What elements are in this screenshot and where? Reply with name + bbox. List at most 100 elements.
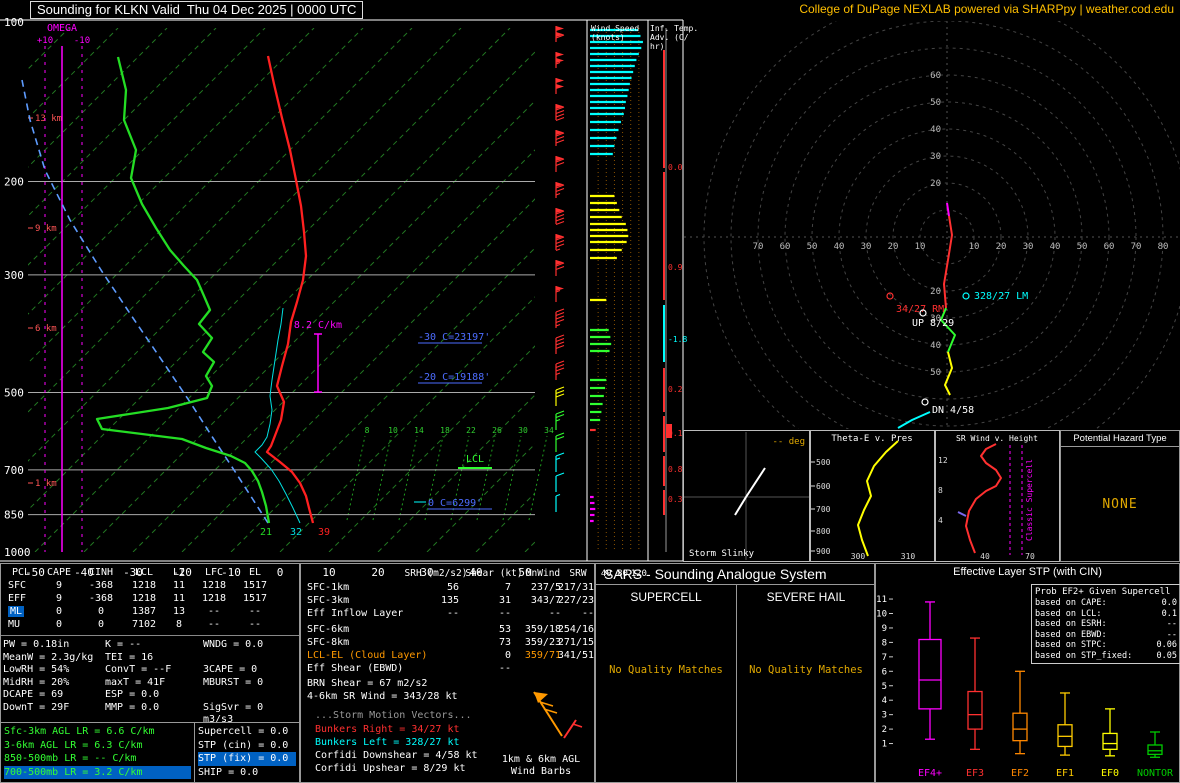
svg-text:40: 40 bbox=[601, 569, 612, 579]
kin-value: 7 bbox=[504, 582, 511, 593]
parcel-col-header: LI bbox=[172, 567, 186, 578]
legend-value: 0.06 bbox=[1156, 640, 1177, 650]
svg-text:0.1: 0.1 bbox=[668, 429, 683, 438]
svg-text:8: 8 bbox=[882, 638, 887, 648]
svg-text:30: 30 bbox=[861, 242, 872, 252]
svg-text:34: 34 bbox=[544, 426, 554, 435]
svg-text:40: 40 bbox=[469, 566, 482, 579]
kin-value: 359/23 bbox=[524, 637, 561, 648]
kinematics-panel: SRH (m2/s2) Shear (kt) MnWind SRW SFC-1km 56 7… bbox=[300, 563, 595, 783]
skewt-chart: 8 10 14 18 22 26 30 34100200300500700850100013 … bbox=[0, 16, 684, 579]
svg-text:-1.8: -1.8 bbox=[668, 335, 687, 344]
legend-label: based on EBWD: bbox=[1035, 629, 1107, 640]
sounding-title: Sounding for KLKN Valid Thu 04 Dec 2025 … bbox=[30, 1, 364, 19]
svg-text:8: 8 bbox=[938, 486, 943, 495]
svg-text:60: 60 bbox=[780, 242, 791, 252]
svg-text:10: 10 bbox=[876, 610, 887, 620]
sars-title: SARS - Sounding Analogue System bbox=[604, 566, 827, 582]
thermo-stat: ConvT = --F bbox=[105, 664, 172, 675]
kin-value: 135 bbox=[440, 595, 459, 606]
parcel-value: 1517 bbox=[242, 593, 268, 604]
svg-text:70: 70 bbox=[1025, 552, 1035, 561]
legend-title: Prob EF2+ Given Supercell bbox=[1035, 587, 1171, 597]
kin-value: -- bbox=[498, 608, 511, 619]
legend-row: based on CAPE: 0.0 bbox=[1035, 598, 1177, 609]
lapse-rate-row: 850-500mb LR = -- C/km bbox=[4, 753, 137, 764]
svg-text:20: 20 bbox=[930, 287, 941, 297]
thermo-stat: LowRH = 54% bbox=[3, 664, 70, 675]
svg-text:700: 700 bbox=[816, 505, 831, 514]
kin-value: 31 bbox=[498, 595, 511, 606]
svg-text:DN 4/58: DN 4/58 bbox=[932, 405, 974, 416]
svg-text:60: 60 bbox=[1104, 242, 1115, 252]
svg-text:10: 10 bbox=[388, 426, 398, 435]
svg-text:50: 50 bbox=[930, 98, 941, 108]
svg-text:10: 10 bbox=[915, 242, 926, 252]
kin-row-name: SFC-1km bbox=[307, 582, 350, 593]
svg-text:1: 1 bbox=[882, 740, 887, 750]
parcel-name: MU bbox=[8, 619, 21, 630]
kin-value: 73 bbox=[498, 637, 511, 648]
svg-text:1 km: 1 km bbox=[35, 479, 57, 489]
lapse-rate-row: Sfc-3km AGL LR = 6.6 C/km bbox=[4, 726, 155, 737]
thermo-stat: MidRH = 20% bbox=[3, 676, 70, 688]
svg-text:(knots): (knots) bbox=[591, 33, 625, 42]
svg-text:200: 200 bbox=[4, 176, 24, 189]
svg-text:Inf. Temp.: Inf. Temp. bbox=[650, 24, 698, 33]
svg-text:8.2 C/km: 8.2 C/km bbox=[294, 320, 342, 331]
svg-text:0.3: 0.3 bbox=[668, 495, 683, 504]
hazard-value: NONE bbox=[1102, 497, 1138, 512]
svg-text:Wind Speed: Wind Speed bbox=[591, 24, 639, 33]
index-row: STP (cin) = 0.0 bbox=[198, 739, 289, 751]
svg-text:26: 26 bbox=[492, 426, 502, 435]
storm-motion-vector: Corfidi Downshear = 4/58 kt bbox=[315, 750, 478, 761]
svg-text:500: 500 bbox=[4, 386, 24, 399]
storm-motion-vector: Corfidi Upshear = 8/29 kt bbox=[315, 763, 466, 774]
lapse-rate-row: 3-6km AGL LR = 6.3 C/km bbox=[4, 739, 143, 751]
svg-text:-10: -10 bbox=[221, 566, 241, 579]
stp-title: Effective Layer STP (with CIN) bbox=[953, 566, 1102, 578]
parcel-col-header: PCL bbox=[11, 567, 31, 578]
thermo-stat: MeanW = 2.3g/kg bbox=[3, 651, 94, 663]
parcel-value: 9 bbox=[55, 580, 63, 591]
storm-slinky-panel: -- deg Storm Slinky bbox=[683, 430, 810, 562]
svg-text:50: 50 bbox=[1077, 242, 1088, 252]
stp-probability-legend: Prob EF2+ Given Supercell based on CAPE:… bbox=[1031, 584, 1180, 664]
kin-row-name: SFC-3km bbox=[307, 595, 350, 606]
thermo-stat: DownT = 29F bbox=[3, 701, 70, 713]
svg-text:40: 40 bbox=[930, 125, 941, 135]
storm-motion-vector: Bunkers Left = 328/27 kt bbox=[315, 737, 460, 748]
kin-value: 343/7 bbox=[530, 595, 561, 606]
svg-text:-50: -50 bbox=[25, 566, 45, 579]
svg-text:1000: 1000 bbox=[4, 546, 31, 559]
parcel-value: 9 bbox=[55, 593, 63, 604]
divider bbox=[1, 635, 299, 636]
parcel-value: -- bbox=[207, 619, 221, 630]
svg-text:30: 30 bbox=[930, 314, 941, 324]
thetae-panel: Theta-E v. Pres 500 600 700 800 900 300 310 bbox=[810, 430, 935, 562]
parcel-value: 0 bbox=[97, 619, 105, 630]
kin-value: 359/71 bbox=[524, 650, 561, 661]
parcel-row-name: SFC bbox=[3, 579, 39, 592]
svg-text:9: 9 bbox=[882, 624, 887, 634]
svg-text:328/27 LM: 328/27 LM bbox=[974, 291, 1028, 302]
kin-value: 271/15 bbox=[557, 637, 594, 648]
svg-text:20: 20 bbox=[371, 566, 384, 579]
svg-text:hr): hr) bbox=[650, 42, 664, 51]
thermo-stat bbox=[203, 652, 297, 665]
svg-text:2: 2 bbox=[882, 725, 887, 735]
svg-text:13 km: 13 km bbox=[35, 114, 62, 124]
svg-text:850: 850 bbox=[4, 509, 24, 522]
kin-row-name: SFC-8km bbox=[307, 637, 350, 648]
svg-text:600: 600 bbox=[816, 482, 831, 491]
storm-motion-header: ...Storm Motion Vectors... bbox=[315, 710, 472, 721]
parcel-value: -- bbox=[207, 606, 221, 617]
svg-text:Storm Slinky: Storm Slinky bbox=[689, 549, 755, 559]
svg-text:4: 4 bbox=[938, 516, 943, 525]
thermo-stat: MBURST = 0 bbox=[203, 676, 264, 688]
svg-text:40: 40 bbox=[980, 552, 990, 561]
svg-text:-20: -20 bbox=[172, 566, 192, 579]
svg-text:50: 50 bbox=[807, 242, 818, 252]
svg-text:0.0: 0.0 bbox=[668, 163, 683, 172]
